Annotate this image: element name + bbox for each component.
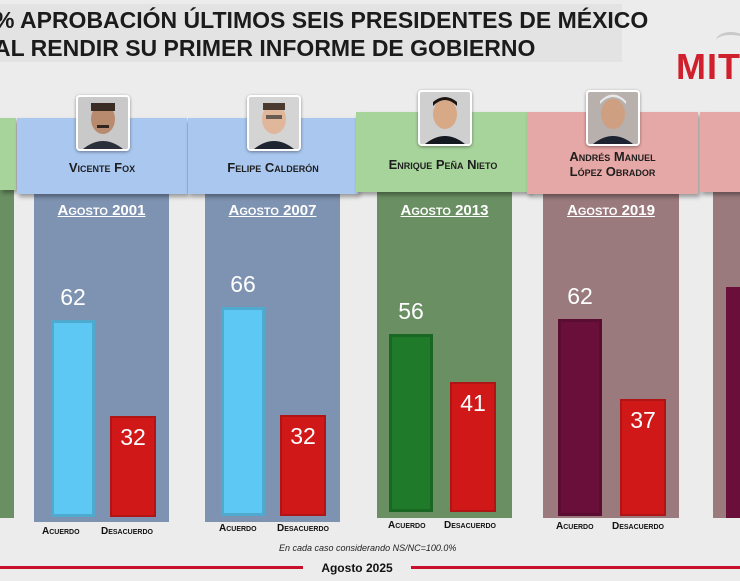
- banner-amlo: Andrés Manuel López Obrador: [527, 112, 698, 194]
- bar-agree-pena: [389, 334, 433, 512]
- value-agree-fox: 62: [60, 284, 86, 311]
- label-agree-fox: Acuerdo: [42, 526, 80, 537]
- value-disagree-calderon: 32: [290, 422, 316, 449]
- banner-edge-right: [700, 112, 740, 192]
- value-disagree-pena: 41: [460, 390, 486, 417]
- footnote: En cada caso considerando NS/NC=100.0%: [279, 543, 457, 553]
- photo-pena: [418, 90, 472, 146]
- label-disagree-fox: Desacuerdo: [101, 526, 153, 537]
- president-name-calderon: Felipe Calderón: [227, 159, 319, 175]
- panel-edge-left: [0, 120, 14, 518]
- bar-agree-calderon: [221, 306, 265, 516]
- label-agree-pena: Acuerdo: [388, 520, 426, 531]
- bar-disagree-pena: [450, 382, 496, 512]
- date-calderon: Agosto 2007: [228, 202, 317, 219]
- president-name-fox: Vicente Fox: [68, 159, 136, 175]
- president-name-amlo-line2: López Obrador: [569, 164, 656, 179]
- bar-disagree-amlo: [620, 398, 666, 516]
- chart-title: % aprobación últimos seis presidentes de…: [0, 4, 648, 62]
- bar-agree-fox: [51, 320, 95, 517]
- value-disagree-amlo: 37: [630, 406, 656, 433]
- president-name-amlo-line1: Andrés Manuel: [569, 149, 656, 164]
- value-agree-amlo: 62: [567, 283, 593, 310]
- bar-disagree-calderon: [280, 414, 326, 516]
- banner-calderon: Felipe Calderón: [188, 118, 358, 194]
- logo-decoration: [716, 32, 740, 49]
- label-disagree-pena: Desacuerdo: [444, 520, 496, 531]
- photo-fox: [76, 95, 130, 151]
- bar-disagree-fox: [110, 415, 156, 517]
- photo-amlo: [586, 90, 640, 146]
- value-agree-pena: 56: [398, 298, 424, 325]
- date-amlo: Agosto 2019: [567, 202, 655, 219]
- banner-edge-left: [0, 118, 16, 190]
- label-agree-amlo: Acuerdo: [556, 521, 594, 532]
- title-line-1: % aprobación últimos seis presidentes de…: [0, 7, 649, 33]
- brand-logo: MIT: [676, 46, 740, 87]
- bar-edge-right: [726, 287, 740, 518]
- president-name-pena: Enrique Peña Nieto: [388, 156, 498, 172]
- label-disagree-amlo: Desacuerdo: [612, 521, 664, 532]
- value-disagree-fox: 32: [120, 423, 146, 450]
- date-fox: Agosto 2001: [57, 202, 146, 219]
- footer-date: Agosto 2025: [303, 559, 411, 577]
- value-agree-calderon: 66: [230, 270, 256, 297]
- photo-calderon: [247, 95, 301, 151]
- label-agree-calderon: Acuerdo: [219, 523, 257, 534]
- date-pena: Agosto 2013: [400, 202, 489, 219]
- bar-agree-amlo: [558, 319, 602, 516]
- president-name-amlo: Andrés Manuel López Obrador: [569, 127, 655, 179]
- label-disagree-calderon: Desacuerdo: [277, 523, 329, 534]
- title-line-2: al rendir su primer informe de gobierno: [0, 35, 536, 61]
